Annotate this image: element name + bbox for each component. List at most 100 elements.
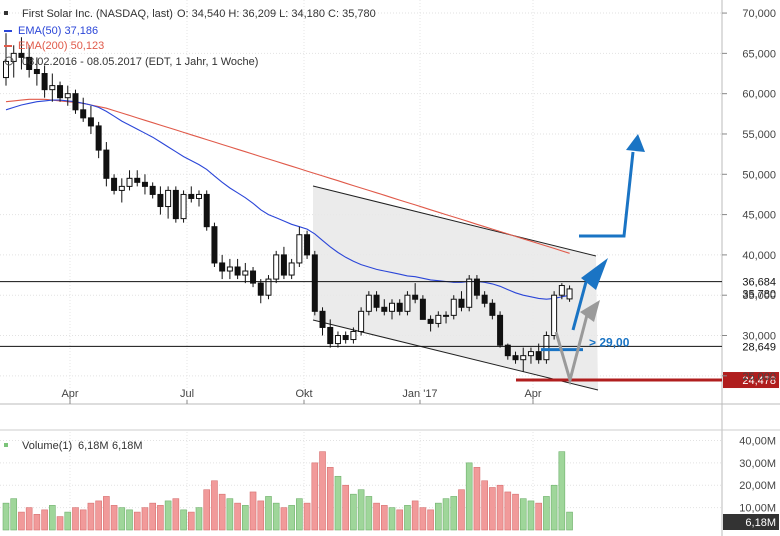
volume-bar [566, 511, 573, 531]
volume-bar [465, 462, 473, 531]
candle-body [558, 285, 565, 296]
candle-body [396, 302, 403, 312]
chart-title: First Solar Inc. (NASDAQ, last) [22, 8, 173, 20]
volume-bar [110, 505, 118, 531]
volume-bar [427, 509, 434, 531]
volume-bar [149, 502, 156, 531]
date-range: 08.02.2016 - 08.05.2017 (EDT, 1 Jahr, 1 … [22, 56, 258, 68]
volume-bar [450, 496, 458, 531]
volume-bar [226, 498, 234, 531]
candle-body [450, 298, 457, 316]
volume-bar [419, 507, 427, 531]
volume-bar [49, 505, 56, 531]
volume-bar [272, 502, 280, 531]
volume-bar [496, 484, 504, 531]
candles [3, 33, 573, 372]
price-tick-label: 40,000 [742, 250, 776, 262]
volume-bar [72, 507, 79, 531]
volume-tag-bg [723, 514, 779, 530]
candle-body [157, 193, 164, 208]
volume-bar [489, 487, 496, 531]
volume-tick-label: 30,00M [739, 458, 776, 470]
volume-bar [404, 505, 411, 531]
blue-arrow-up-shaft [571, 281, 588, 331]
blue-arrow-up-head [581, 258, 608, 290]
candle-body [242, 270, 249, 276]
volume-bar [218, 493, 226, 531]
volume-bar [365, 496, 373, 531]
price-tick-label: 60,000 [742, 89, 776, 101]
volume-bar [211, 480, 218, 531]
candle-body [311, 254, 318, 312]
volume-bar [519, 498, 527, 531]
volume-bar [195, 507, 203, 531]
candle-body [180, 193, 187, 220]
volume-bar [242, 505, 249, 531]
volume-bar [380, 505, 388, 531]
volume-bar [388, 507, 396, 531]
candle-body [520, 355, 527, 361]
volume-bar [2, 502, 10, 531]
volume-bar [164, 500, 172, 531]
candle-body [257, 282, 264, 296]
clock-icon [4, 56, 14, 66]
volume-bar [79, 509, 87, 531]
volume-bar [311, 462, 319, 531]
channel-upper-line [312, 185, 597, 257]
volume-tag: 6,18M [745, 517, 776, 529]
volume-bar [257, 500, 265, 531]
candle-body [497, 314, 504, 346]
price-tick-label: 25,000 [742, 371, 776, 383]
volume-legend-marker [4, 443, 8, 447]
volume-bar [95, 500, 102, 531]
legend-marker-price [4, 11, 8, 15]
candle-body [427, 318, 434, 324]
candle-body [273, 254, 280, 280]
volume-bar [133, 511, 141, 531]
volume-bar [342, 484, 349, 531]
volume-bar [141, 507, 149, 531]
candle-body [33, 68, 40, 75]
volume-bar [280, 507, 288, 531]
volume-bar [64, 511, 72, 531]
level-upper-tag-bg [723, 273, 779, 290]
price-tick-label: 55,000 [742, 129, 776, 141]
candle-body [466, 278, 473, 308]
candle-body [296, 234, 303, 264]
ohlc-readout: O: 34,540 H: 36,209 L: 34,180 C: 35,780 [177, 8, 376, 20]
volume-tick-label: 40,00M [739, 435, 776, 447]
gray-arrow-head [580, 300, 600, 322]
blue-arrow-long-head [626, 134, 645, 152]
candle-body [165, 189, 172, 208]
candle-body [458, 298, 465, 308]
candle-body [443, 314, 450, 317]
candle-body [489, 302, 496, 316]
ema200-legend: EMA(200) 50,123 [18, 40, 104, 52]
time-tick-label: Apr [61, 388, 78, 400]
volume-bar [180, 509, 187, 531]
gray-arrow-shaft [554, 314, 589, 386]
volume-bar [288, 505, 295, 531]
candle-body [234, 266, 241, 276]
candle-body [3, 60, 9, 79]
candle-body [504, 344, 511, 357]
level-support-tag: 24,478 [742, 375, 776, 387]
candle-body [389, 302, 395, 312]
candle-body [481, 294, 488, 304]
candle-body [265, 278, 272, 296]
candle-body [203, 193, 210, 228]
candle-body [304, 234, 311, 256]
price-axis: 25,000 30,000 35,000 40,000 45,000 50,000 55,0… [722, 8, 776, 383]
volume-bar [481, 480, 488, 531]
price-tick-label: 35,000 [742, 290, 776, 302]
candle-body [134, 177, 141, 183]
price-tick-label: 70,000 [742, 8, 776, 20]
candle-body [87, 117, 94, 127]
volume-bar [126, 509, 133, 531]
volume-bars [2, 451, 573, 531]
volume-bar [303, 502, 311, 531]
candle-body [49, 85, 56, 91]
candle-body [566, 288, 573, 300]
legend-marker-ema50 [4, 30, 12, 32]
